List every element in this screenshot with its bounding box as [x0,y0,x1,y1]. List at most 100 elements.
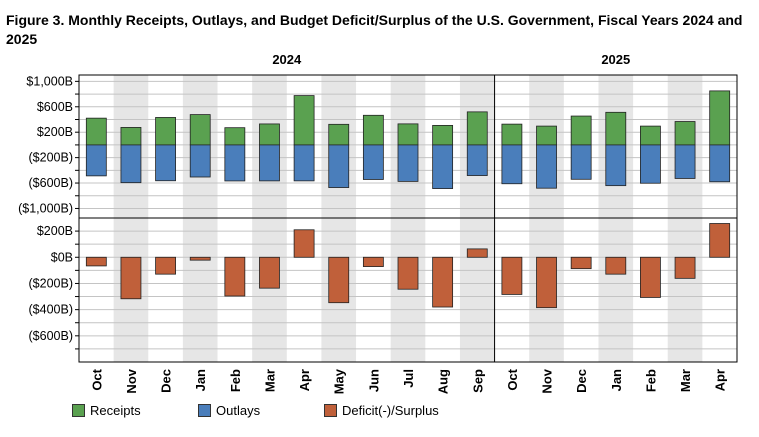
top-axis-tick-label: ($200B) [29,151,73,165]
x-tick-label-dec-2: Dec [159,369,174,393]
deficit-bar-mar-5 [259,256,280,289]
legend-item-deficit: Deficit(-)/Surplus [324,403,439,418]
deficit-bar-nov-13 [536,256,557,309]
receipts-bar-jul-9 [397,123,419,146]
receipts-bar-nov-13 [536,125,557,146]
deficit-bar-dec-14 [570,256,592,270]
x-tick-label-mar-17: Mar [678,369,693,392]
outlays-bar-jul-9 [397,144,419,182]
legend-swatch-outlays [198,404,211,417]
x-tick-label-aug-10: Aug [436,369,451,394]
deficit-bar-jul-9 [397,256,419,290]
outlays-bar-apr-6 [293,144,315,182]
bottom-axis-tick-label: ($600B) [29,329,73,343]
x-tick-label-oct-12: Oct [505,368,520,390]
legend-swatch-deficit [324,404,337,417]
x-tick-label-jul-9: Jul [401,369,416,388]
x-tick-label-sep-11: Sep [470,369,485,393]
x-tick-label-dec-14: Dec [574,369,589,393]
chart-area: $1,000B $600B $200B ($200B) ($600B) ($1,000B)… [18,52,738,394]
outlays-bar-dec-2 [155,144,176,182]
outlays-bar-nov-1 [120,144,142,184]
outlays-bar-aug-10 [432,144,454,189]
deficit-bar-dec-2 [155,256,176,275]
top-axis-tick-label: $600B [37,100,73,114]
receipts-bar-feb-16 [640,125,661,146]
legend-label-receipts: Receipts [90,403,141,418]
receipts-bar-apr-6 [293,95,315,146]
outlays-bar-oct-0 [85,144,107,177]
x-tick-label-feb-16: Feb [643,369,658,392]
receipts-bar-may-7 [328,123,350,146]
outlays-bar-jan-15 [605,144,627,187]
receipts-bar-oct-12 [501,123,523,146]
receipts-bar-jun-8 [362,114,384,146]
legend-item-receipts: Receipts [72,403,141,418]
legend-item-outlays: Outlays [198,403,260,418]
deficit-bar-mar-17 [674,256,696,279]
top-axis-tick-label: $200B [37,125,73,139]
outlays-bar-oct-12 [501,144,523,185]
deficit-bar-jun-8 [362,256,384,267]
deficit-bar-jan-3 [189,256,211,261]
deficit-bar-apr-6 [293,229,315,258]
outlays-bar-sep-11 [466,144,488,176]
deficit-bar-sep-11 [466,248,488,258]
legend-label-deficit: Deficit(-)/Surplus [342,403,439,418]
x-tick-label-apr-6: Apr [297,369,312,391]
bottom-axis-tick-label: $0B [51,250,73,264]
receipts-bar-jan-3 [189,114,211,146]
x-tick-label-may-7: May [332,368,347,394]
x-tick-label-apr-18: Apr [713,369,728,391]
outlays-bar-dec-14 [570,144,592,180]
bottom-axis-tick-label: ($200B) [29,276,73,290]
x-tick-label-mar-5: Mar [262,369,277,392]
outlays-bar-jan-3 [189,144,211,178]
deficit-bar-feb-16 [640,256,661,298]
deficit-bar-apr-18 [709,223,731,258]
x-tick-label-nov-1: Nov [124,368,139,393]
legend: Receipts Outlays Deficit(-)/Surplus [0,403,759,423]
receipts-bar-mar-17 [674,121,696,146]
x-tick-label-jun-8: Jun [366,369,381,392]
receipts-bar-mar-5 [259,123,280,146]
deficit-bar-aug-10 [432,256,454,308]
chart-title: Figure 3. Monthly Receipts, Outlays, and… [6,12,743,47]
bottom-axis-tick-label: $200B [37,224,73,238]
deficit-bar-oct-12 [501,256,523,295]
outlays-bar-feb-16 [640,144,661,184]
outlays-bar-apr-18 [709,144,731,183]
top-axis-tick-label: ($600B) [29,176,73,190]
x-tick-label-nov-13: Nov [540,368,555,393]
receipts-bar-dec-14 [570,115,592,146]
receipts-bar-aug-10 [432,124,454,146]
receipts-bar-apr-18 [709,90,731,146]
receipts-bar-dec-2 [155,117,176,146]
deficit-bar-jan-15 [605,256,627,275]
deficit-bar-may-7 [328,256,350,304]
deficit-bar-nov-1 [120,256,142,300]
outlays-bar-nov-13 [536,144,557,189]
top-axis-tick-label: ($1,000B) [18,201,73,215]
outlays-bar-feb-4 [224,144,246,182]
receipts-bar-nov-1 [120,127,142,146]
x-tick-label-jan-15: Jan [609,369,624,391]
year-header-2025: 2025 [601,52,630,67]
receipts-bar-sep-11 [466,111,488,146]
outlays-bar-mar-17 [674,144,696,179]
outlays-bar-mar-5 [259,144,280,182]
outlays-bar-jun-8 [362,144,384,180]
outlays-bar-may-7 [328,144,350,188]
receipts-bar-oct-0 [85,117,107,146]
x-tick-label-feb-4: Feb [228,369,243,392]
deficit-bar-feb-4 [224,256,246,297]
receipts-bar-jan-15 [605,111,627,146]
legend-label-outlays: Outlays [216,403,261,418]
top-axis-tick-label: $1,000B [26,74,73,88]
legend-swatch-receipts [72,404,85,417]
bottom-axis-tick-label: ($400B) [29,303,73,317]
receipts-bar-feb-4 [224,127,246,146]
year-header-2024: 2024 [272,52,302,67]
deficit-bar-oct-0 [85,256,107,267]
x-tick-label-jan-3: Jan [193,369,208,391]
